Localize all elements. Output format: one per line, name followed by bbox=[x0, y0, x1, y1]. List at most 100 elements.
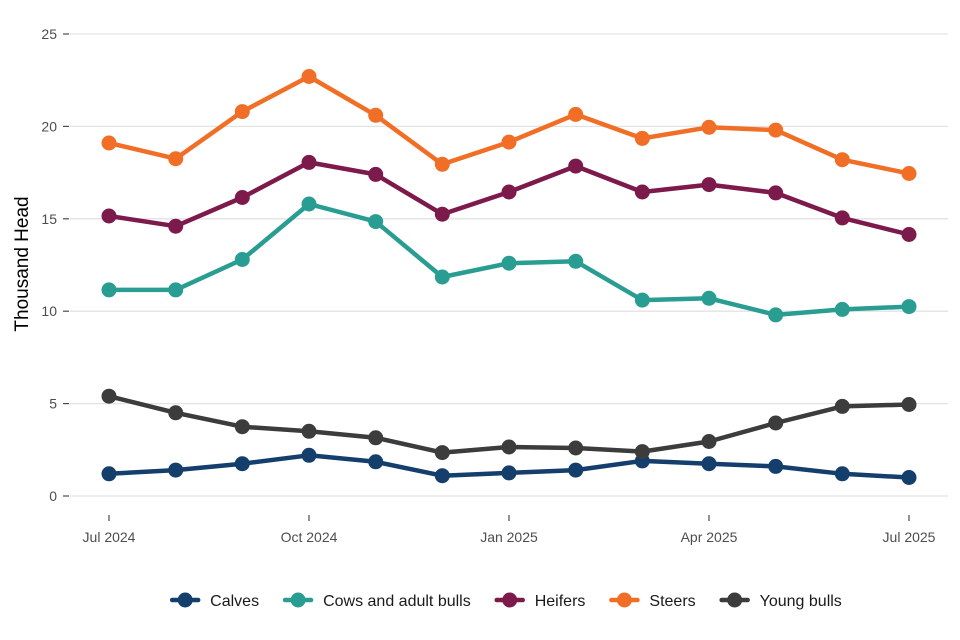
legend-label: Heifers bbox=[535, 593, 586, 610]
x-tick-label: Jul 2024 bbox=[83, 529, 136, 545]
y-tick-label: 5 bbox=[49, 396, 57, 412]
y-tick-label: 25 bbox=[41, 26, 57, 42]
y-tick-label: 0 bbox=[49, 488, 57, 504]
data-point bbox=[768, 458, 784, 474]
x-tick-label: Jul 2025 bbox=[883, 529, 936, 545]
series-group bbox=[101, 69, 917, 485]
data-point bbox=[834, 398, 850, 414]
legend-item: Young bulls bbox=[719, 592, 842, 610]
data-point bbox=[168, 218, 184, 234]
data-point bbox=[834, 301, 850, 317]
data-point bbox=[301, 423, 317, 439]
data-point bbox=[768, 307, 784, 323]
data-point bbox=[901, 470, 917, 485]
y-tick-label: 10 bbox=[41, 303, 57, 319]
data-point bbox=[368, 107, 384, 123]
series-group-item bbox=[101, 154, 917, 242]
x-tick-label: Oct 2024 bbox=[281, 529, 338, 545]
legend-label: Cows and adult bulls bbox=[323, 593, 471, 610]
data-point bbox=[101, 282, 117, 298]
data-point bbox=[701, 456, 717, 472]
y-axis-ticks: 0 5 10 15 20 25 bbox=[41, 26, 69, 504]
data-point bbox=[701, 290, 717, 306]
data-point bbox=[568, 462, 584, 478]
data-point bbox=[834, 152, 850, 168]
data-point bbox=[768, 415, 784, 431]
data-point bbox=[301, 196, 317, 212]
x-tick-label: Apr 2025 bbox=[681, 529, 738, 545]
legend-key-marker bbox=[616, 592, 632, 608]
data-point bbox=[434, 468, 450, 484]
series-group-item bbox=[101, 388, 917, 461]
x-axis-ticks: Jul 2024 Oct 2024 Jan 2025 Apr 2025 Jul 2025 bbox=[83, 515, 936, 545]
legend-label: Young bulls bbox=[760, 593, 842, 610]
legend-key-marker bbox=[727, 592, 743, 608]
legend-item: Heifers bbox=[494, 592, 586, 610]
series-group-item bbox=[101, 69, 917, 181]
data-point bbox=[701, 119, 717, 135]
data-point bbox=[501, 255, 517, 271]
data-point bbox=[168, 282, 184, 298]
data-point bbox=[301, 69, 317, 84]
data-point bbox=[101, 388, 117, 404]
legend-key-marker bbox=[177, 592, 193, 608]
data-point bbox=[768, 185, 784, 201]
data-point bbox=[234, 104, 250, 120]
data-point bbox=[434, 156, 450, 172]
data-point bbox=[368, 430, 384, 446]
data-point bbox=[568, 253, 584, 269]
data-point bbox=[434, 269, 450, 285]
data-point bbox=[101, 135, 117, 151]
data-point bbox=[901, 166, 917, 181]
data-point bbox=[234, 190, 250, 205]
data-point bbox=[901, 397, 917, 412]
data-point bbox=[101, 208, 117, 224]
data-point bbox=[501, 439, 517, 455]
data-point bbox=[834, 210, 850, 226]
data-point bbox=[901, 227, 917, 242]
data-point bbox=[434, 206, 450, 222]
data-point bbox=[501, 465, 517, 481]
data-point bbox=[101, 466, 117, 482]
data-point bbox=[234, 456, 250, 472]
data-point bbox=[901, 299, 917, 315]
legend-label: Calves bbox=[210, 593, 259, 610]
data-point bbox=[168, 151, 184, 167]
y-tick-label: 15 bbox=[41, 211, 57, 227]
data-point bbox=[634, 184, 650, 200]
legend-item: Calves bbox=[169, 592, 259, 610]
data-point bbox=[634, 130, 650, 146]
data-point bbox=[368, 214, 384, 230]
data-point bbox=[634, 444, 650, 460]
data-point bbox=[301, 154, 317, 170]
y-tick-label: 20 bbox=[41, 118, 57, 134]
data-point bbox=[834, 466, 850, 482]
y-axis-title: Thousand Head bbox=[12, 196, 33, 331]
legend-item: Steers bbox=[609, 592, 696, 610]
data-point bbox=[368, 166, 384, 182]
data-point bbox=[234, 419, 250, 435]
data-point bbox=[501, 184, 517, 200]
data-point bbox=[701, 434, 717, 449]
series-group-item bbox=[101, 447, 917, 485]
data-point bbox=[501, 134, 517, 150]
x-tick-label: Jan 2025 bbox=[480, 529, 538, 545]
data-point bbox=[434, 445, 450, 461]
grid-lines bbox=[70, 33, 948, 497]
series-line bbox=[106, 74, 912, 176]
data-point bbox=[368, 454, 384, 470]
data-point bbox=[634, 292, 650, 308]
legend-label: Steers bbox=[649, 593, 695, 610]
legend-item: Cows and adult bulls bbox=[282, 592, 471, 610]
legend-key-marker bbox=[290, 592, 306, 608]
legend-key-marker bbox=[502, 592, 518, 608]
data-point bbox=[768, 122, 784, 138]
data-point bbox=[701, 177, 717, 193]
data-point bbox=[168, 462, 184, 478]
series-group-item bbox=[101, 196, 917, 323]
data-point bbox=[568, 158, 584, 174]
data-point bbox=[568, 106, 584, 122]
data-point bbox=[568, 440, 584, 456]
legend: Calves Cows and adult bulls Heifers Steers Y… bbox=[169, 592, 842, 610]
